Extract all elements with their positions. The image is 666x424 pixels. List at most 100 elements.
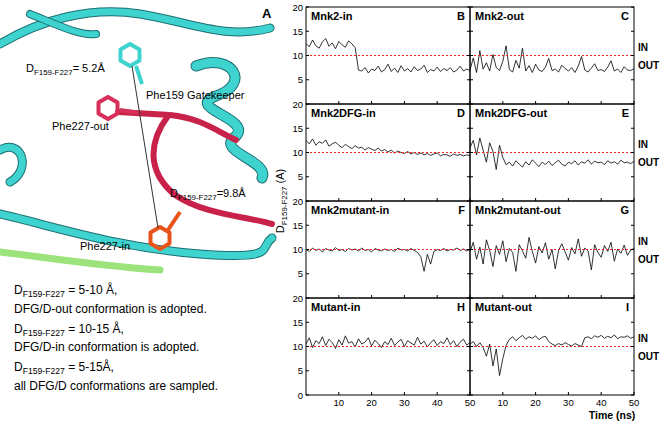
panel-title: Mnk2DFG-in <box>311 107 376 119</box>
side-chain <box>120 110 140 113</box>
y-tick <box>470 201 473 202</box>
y-tick <box>306 152 309 153</box>
y-tick-label: 5 <box>298 268 303 279</box>
frame <box>306 7 470 104</box>
y-tick <box>470 322 473 323</box>
y-tick <box>631 104 634 105</box>
panel: 1020304050Mutant-outIINOUT <box>470 298 659 408</box>
panel: Mnk2-outCINOUT <box>470 7 659 104</box>
text-part: D <box>14 322 23 336</box>
y-tick <box>631 273 634 274</box>
frame <box>470 298 634 395</box>
trajectory-line <box>306 39 470 73</box>
ribbon-outline <box>0 12 270 44</box>
text-part: = 5-10 Å, <box>65 282 117 297</box>
side-chain <box>168 212 180 230</box>
ribbon <box>0 214 272 256</box>
panel-label: A <box>262 6 272 21</box>
y-tick <box>470 273 473 274</box>
y-tick <box>470 55 473 56</box>
criteria-text: DFG/D-out conformation is adopted. <box>14 302 207 316</box>
reference-line <box>306 55 470 56</box>
panel-title: Mnk2DFG-out <box>475 107 547 119</box>
phe227-in <box>151 227 170 249</box>
panel: 5101520Mnk2-inB <box>292 2 470 105</box>
region-label: OUT <box>638 60 659 71</box>
y-tick-label: 5 <box>298 365 303 376</box>
y-tick <box>631 346 634 347</box>
structure-label: Phe227-in <box>80 240 130 252</box>
y-tick <box>470 104 473 105</box>
trajectory-line <box>470 335 634 376</box>
y-tick <box>306 395 309 396</box>
plot-area <box>470 46 634 73</box>
panel: 5101520Mnk2mutant-inF <box>292 196 470 299</box>
structure-label: DF159-F227=9.8Å <box>170 187 246 202</box>
y-tick <box>306 31 309 32</box>
y-tick <box>631 201 634 202</box>
y-tick <box>631 152 634 153</box>
panel-letter: F <box>458 204 465 216</box>
y-tick <box>306 55 309 56</box>
y-tick <box>306 79 309 80</box>
y-tick-label: 20 <box>292 293 303 304</box>
panel-title: Mnk2-out <box>475 10 524 22</box>
y-tick <box>631 370 634 371</box>
text-part: = 5-15Å, <box>65 359 114 374</box>
y-tick-label: 15 <box>292 123 303 134</box>
y-tick-label: 15 <box>292 317 303 328</box>
text-part: = 5.2Å <box>73 62 106 74</box>
x-tick <box>404 392 405 395</box>
helix-outline <box>0 147 22 182</box>
y-tick <box>470 225 473 226</box>
y-tick <box>631 298 634 299</box>
y-tick <box>306 128 309 129</box>
reference-line <box>470 249 634 250</box>
panel-letter: D <box>457 107 465 119</box>
side-chain <box>136 66 142 84</box>
x-tick-label: 20 <box>366 397 377 408</box>
y-tick <box>306 370 309 371</box>
plot-area <box>306 139 470 156</box>
x-tick-label: 10 <box>334 397 345 408</box>
y-tick-label: 10 <box>292 50 303 61</box>
text-part: =9.8Å <box>217 187 247 199</box>
y-tick <box>470 79 473 80</box>
frame <box>306 201 470 298</box>
frame <box>470 7 634 104</box>
y-tick <box>470 395 473 396</box>
criteria-text: DFG/D-in conformation is adopted. <box>14 340 199 354</box>
y-tick <box>470 128 473 129</box>
helix <box>196 63 263 178</box>
subscript: F159-F227 <box>34 68 73 77</box>
y-tick <box>631 128 634 129</box>
y-tick <box>470 7 473 8</box>
figure: APhe159 GatekeeperDF159-F227= 5.2ÅPhe227… <box>0 0 666 424</box>
panel-title: Mnk2-in <box>311 10 353 22</box>
y-tick-label: 10 <box>292 341 303 352</box>
x-tick <box>338 392 339 395</box>
helix <box>0 147 22 182</box>
frame <box>306 104 470 201</box>
x-tick <box>568 392 569 395</box>
trajectory-line <box>306 248 470 272</box>
text-part: D <box>274 225 286 233</box>
trajectory-line <box>470 138 634 170</box>
x-tick-label: 10 <box>498 397 509 408</box>
region-label: IN <box>638 139 648 150</box>
y-tick <box>306 249 309 250</box>
y-tick-label: 5 <box>298 171 303 182</box>
frame <box>470 104 634 201</box>
text-part: DFG/D-in conformation is adopted. <box>14 340 199 354</box>
x-tick-label: 50 <box>465 397 476 408</box>
panel-letter: B <box>457 10 465 22</box>
y-tick <box>470 152 473 153</box>
ribbon-outline <box>0 214 272 256</box>
y-tick-label: 10 <box>292 244 303 255</box>
y-tick <box>631 322 634 323</box>
y-tick <box>631 225 634 226</box>
plot-area <box>470 237 634 271</box>
x-tick <box>371 392 372 395</box>
x-tick <box>601 392 602 395</box>
y-tick <box>306 273 309 274</box>
